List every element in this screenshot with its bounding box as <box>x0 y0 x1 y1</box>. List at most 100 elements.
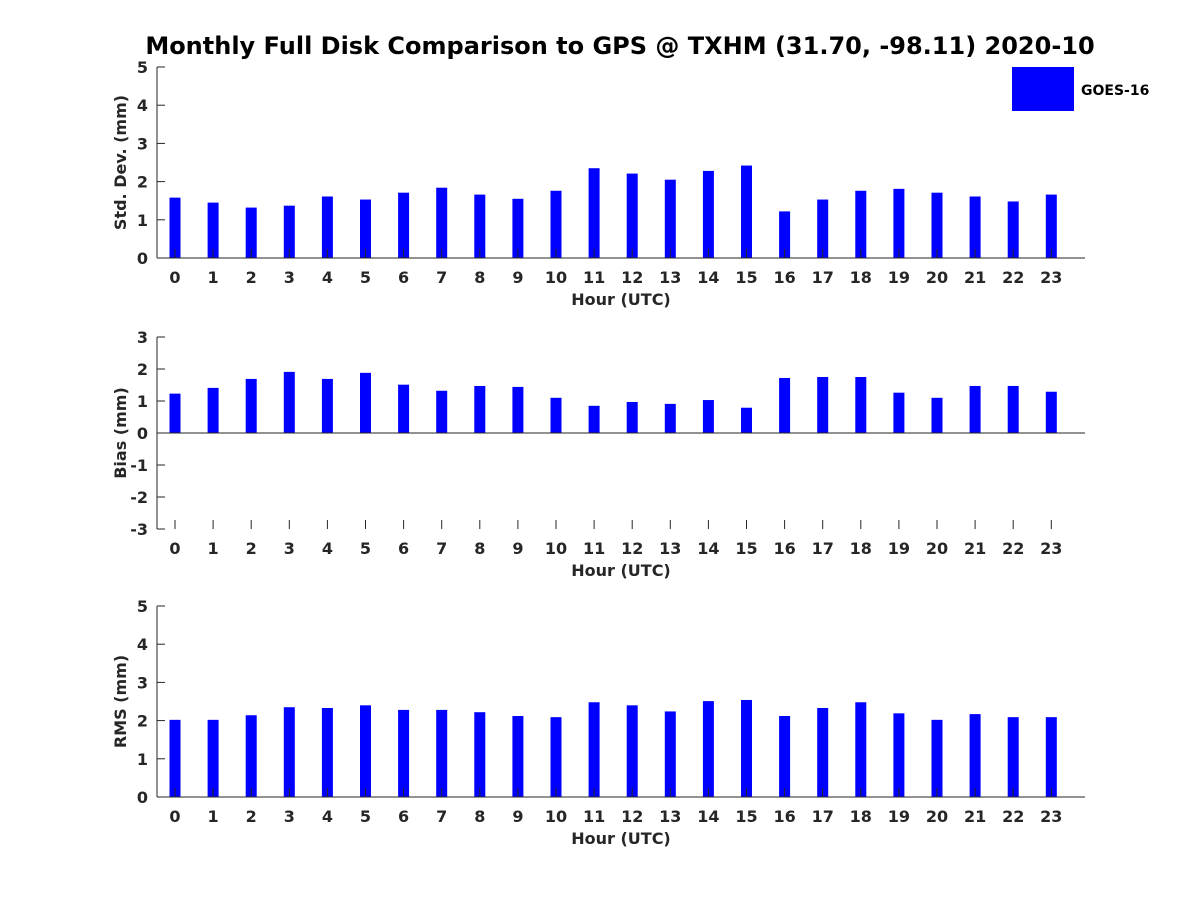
x-tick-label: 23 <box>1040 807 1062 826</box>
bar-hour-5 <box>360 705 371 797</box>
x-tick-label: 3 <box>284 807 295 826</box>
x-tick-label: 19 <box>888 539 910 558</box>
x-tick-label: 19 <box>888 807 910 826</box>
x-tick-label: 3 <box>284 539 295 558</box>
x-axis-label: Hour (UTC) <box>571 561 671 580</box>
x-tick-label: 1 <box>208 268 219 287</box>
bar-hour-2 <box>245 207 257 258</box>
bar-hour-13 <box>664 179 676 258</box>
x-tick-label: 0 <box>169 807 180 826</box>
bar-hour-7 <box>436 390 448 433</box>
y-tick-label: 0 <box>137 249 148 268</box>
bar-hour-20 <box>931 192 943 258</box>
y-tick-label: 1 <box>137 392 148 411</box>
x-tick-label: 23 <box>1040 268 1062 287</box>
bar-hour-8 <box>474 385 486 433</box>
legend-swatch <box>1012 67 1074 111</box>
y-tick-label: 0 <box>137 788 148 807</box>
bar-hour-0 <box>169 719 181 797</box>
x-tick-label: 2 <box>246 807 257 826</box>
bar-hour-16 <box>779 211 791 258</box>
x-tick-label: 0 <box>169 268 180 287</box>
x-tick-label: 17 <box>812 807 834 826</box>
x-tick-label: 22 <box>1002 268 1024 287</box>
x-tick-label: 8 <box>474 807 485 826</box>
y-tick-label: 0 <box>137 424 148 443</box>
y-tick-label: -3 <box>130 520 148 539</box>
x-tick-label: 21 <box>964 807 986 826</box>
x-tick-label: 7 <box>436 539 447 558</box>
bar-hour-5 <box>360 372 371 433</box>
bar-hour-18 <box>855 377 867 433</box>
x-tick-label: 7 <box>436 268 447 287</box>
bar-hour-1 <box>207 719 219 797</box>
bar-hour-6 <box>398 192 410 258</box>
bar-hour-15 <box>741 165 752 258</box>
bar-hour-17 <box>817 199 829 258</box>
bar-hour-21 <box>969 196 981 258</box>
x-tick-label: 2 <box>246 268 257 287</box>
bar-hour-4 <box>321 196 333 258</box>
x-tick-label: 18 <box>850 807 872 826</box>
y-tick-label: -2 <box>130 488 148 507</box>
x-tick-label: 17 <box>812 268 834 287</box>
x-tick-label: 6 <box>398 268 409 287</box>
y-tick-label: -1 <box>130 456 148 475</box>
bar-hour-12 <box>626 401 638 433</box>
x-tick-label: 4 <box>322 807 333 826</box>
x-tick-label: 23 <box>1040 539 1062 558</box>
y-tick-label: 1 <box>137 750 148 769</box>
bar-hour-9 <box>512 386 524 433</box>
x-tick-label: 17 <box>812 539 834 558</box>
x-tick-label: 14 <box>697 539 719 558</box>
x-axis-label: Hour (UTC) <box>571 829 671 848</box>
x-tick-label: 2 <box>246 539 257 558</box>
bar-hour-1 <box>207 202 219 258</box>
bar-hour-5 <box>360 199 371 258</box>
bar-hour-14 <box>702 400 714 433</box>
x-tick-label: 19 <box>888 268 910 287</box>
bar-hour-11 <box>588 702 600 797</box>
x-tick-label: 13 <box>659 807 681 826</box>
figure-title: Monthly Full Disk Comparison to GPS @ TX… <box>145 32 1094 60</box>
x-tick-label: 10 <box>545 807 567 826</box>
x-tick-label: 21 <box>964 268 986 287</box>
x-tick-label: 0 <box>169 539 180 558</box>
y-tick-label: 3 <box>137 134 148 153</box>
bar-hour-8 <box>474 712 486 797</box>
bar-hour-2 <box>245 378 257 433</box>
x-tick-label: 1 <box>208 807 219 826</box>
y-axis-label: RMS (mm) <box>111 655 130 748</box>
bar-hour-14 <box>702 701 714 797</box>
bar-hour-6 <box>398 384 410 433</box>
y-tick-label: 5 <box>137 58 148 77</box>
bar-hour-12 <box>626 705 638 797</box>
y-tick-label: 3 <box>137 328 148 347</box>
x-tick-label: 5 <box>360 268 371 287</box>
x-tick-label: 11 <box>583 539 605 558</box>
x-tick-label: 18 <box>850 539 872 558</box>
bar-hour-14 <box>702 170 714 258</box>
bar-hour-18 <box>855 702 867 797</box>
x-tick-label: 20 <box>926 268 948 287</box>
x-tick-label: 5 <box>360 807 371 826</box>
y-tick-label: 2 <box>137 173 148 192</box>
bar-hour-19 <box>893 392 905 433</box>
bar-hour-11 <box>588 168 600 258</box>
bar-hour-19 <box>893 188 905 258</box>
x-tick-label: 12 <box>621 807 643 826</box>
y-tick-label: 3 <box>137 673 148 692</box>
x-tick-label: 14 <box>697 807 719 826</box>
x-tick-label: 7 <box>436 807 447 826</box>
x-tick-label: 22 <box>1002 539 1024 558</box>
bar-hour-7 <box>436 187 448 258</box>
y-tick-label: 2 <box>137 360 148 379</box>
y-tick-label: 5 <box>137 597 148 616</box>
x-tick-label: 6 <box>398 807 409 826</box>
bar-hour-3 <box>283 205 295 258</box>
bar-hour-22 <box>1007 717 1019 797</box>
bar-hour-22 <box>1007 385 1019 433</box>
x-tick-label: 16 <box>773 807 795 826</box>
x-tick-label: 9 <box>512 807 523 826</box>
